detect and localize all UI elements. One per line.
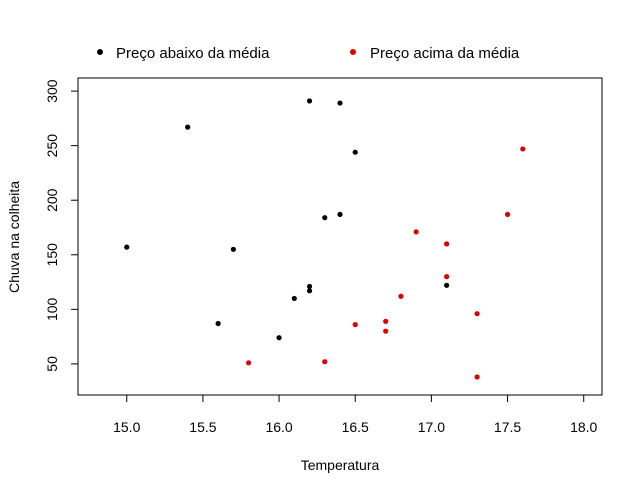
point-below-average: [337, 100, 343, 106]
point-below-average: [230, 246, 236, 252]
point-above-average: [474, 311, 480, 317]
x-axis: 15.0 15.5 16.0 16.5 17.0 17.5 18.0: [113, 394, 598, 435]
point-below-average: [124, 244, 130, 250]
point-below-average: [185, 124, 191, 130]
legend-marker-below-average: [97, 49, 103, 55]
y-tick-label: 100: [44, 297, 60, 321]
y-tick-label: 50: [44, 356, 60, 372]
y-tick-label: 300: [44, 79, 60, 103]
plot-area-frame: [77, 77, 603, 396]
point-above-average: [322, 359, 328, 365]
x-tick-label: 18.0: [570, 419, 597, 435]
x-tick-label: 15.0: [113, 419, 140, 435]
point-above-average: [413, 229, 419, 235]
x-tick-label: 15.5: [189, 419, 216, 435]
point-below-average: [444, 282, 450, 288]
x-tick-label: 17.0: [418, 419, 445, 435]
x-tick-label: 16.0: [265, 419, 292, 435]
point-below-average: [215, 320, 221, 327]
point-above-average: [398, 293, 404, 299]
x-axis-title: Temperatura: [301, 457, 380, 473]
point-below-average: [306, 283, 313, 290]
y-axis-title: Chuva na colheita: [6, 181, 22, 293]
point-above-average: [352, 322, 358, 328]
point-above-average: [520, 146, 526, 152]
legend-label-below-average: Preço abaixo da média: [116, 45, 270, 62]
point-above-average: [504, 211, 511, 218]
x-tick-label: 17.5: [494, 419, 521, 435]
point-above-average: [383, 318, 389, 324]
point-above-average: [474, 374, 480, 380]
data-points: [124, 98, 526, 380]
point-above-average: [383, 328, 389, 334]
point-above-average: [246, 360, 252, 366]
point-below-average: [291, 295, 297, 302]
point-below-average: [337, 211, 343, 218]
point-below-average: [306, 288, 313, 294]
y-tick-label: 150: [44, 243, 60, 267]
x-tick-label: 16.5: [342, 419, 369, 435]
y-axis: 50 100 150 200 250 300: [44, 79, 79, 372]
point-above-average: [444, 274, 450, 280]
y-tick-label: 200: [44, 188, 60, 212]
point-below-average: [306, 98, 313, 104]
legend-marker-above-average: [350, 49, 356, 55]
y-tick-label: 250: [44, 134, 60, 158]
point-above-average: [444, 241, 450, 247]
point-below-average: [276, 335, 282, 341]
legend-label-above-average: Preço acima da média: [370, 45, 520, 62]
point-below-average: [322, 215, 328, 221]
legend: Preço abaixo da média Preço acima da méd…: [97, 45, 520, 62]
point-below-average: [352, 149, 358, 155]
